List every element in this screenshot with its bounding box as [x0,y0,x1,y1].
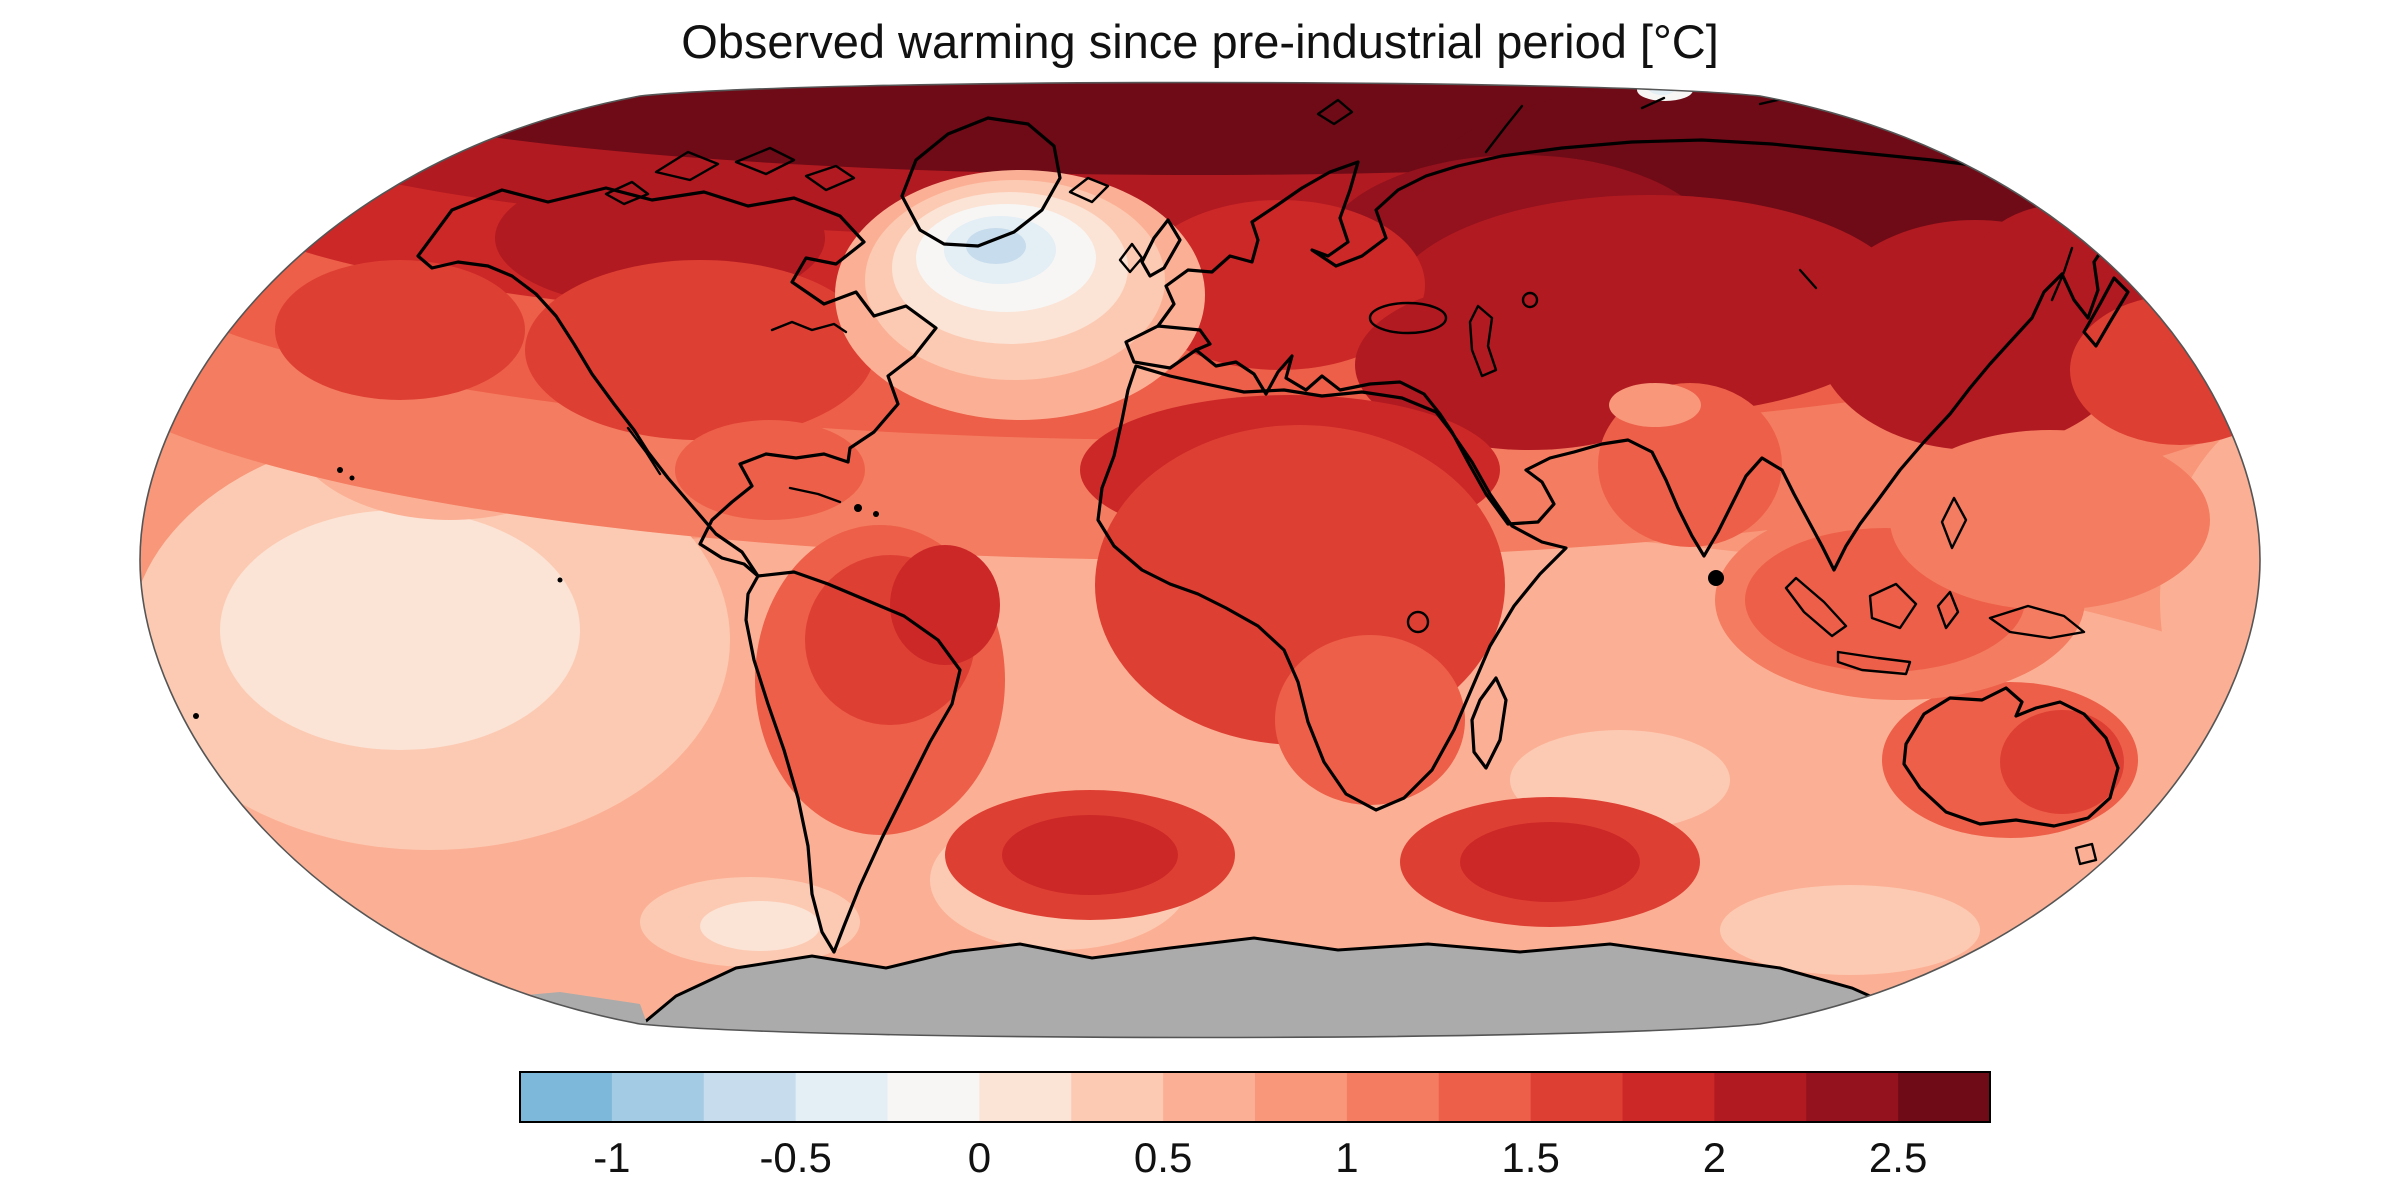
regional-warming-anomalies-shape [1275,635,1465,805]
great-lakes-outline [770,320,848,334]
coastlines [193,96,2297,954]
fiji-dot-1 [2279,697,2285,703]
colorbar-tick-label: -1 [593,1134,630,1181]
regional-warming-anomalies-shape [1609,383,1701,427]
coastline-sakhalin [2050,246,2074,302]
regional-warming-anomalies-shape [275,260,525,400]
zonal-warming-bands-shape [1720,885,1980,975]
black-sea-outline [1368,301,1448,335]
puerto-rico-dot [873,511,879,517]
arctic-island-4 [604,180,650,206]
colorbar-segment-15 [1898,1072,1991,1122]
regional-warming-anomalies-shape [1460,822,1640,902]
coastline-greenland [900,116,1062,248]
aral-sea-outline [1521,291,1539,309]
colorbar-tick-label: 2.5 [1869,1134,1927,1181]
colorbar-tick-label: 1.5 [1501,1134,1559,1181]
novaya-zemlya-outline [1484,104,1524,154]
coastline-sumatra [1784,576,1848,638]
coastline-eurasia-south [1194,194,2162,572]
colorbar-tick-label: 1 [1335,1134,1358,1181]
coastline-madagascar [1470,676,1508,770]
coastline-australia [1902,686,2120,828]
colorbar-segment-7 [1163,1072,1256,1122]
coastline-ireland [1118,242,1144,274]
colorbar: -1 -0.5 0 0.5 1 1.5 2 2.5 [519,1071,1991,1181]
caspian-sea-outline [1468,304,1498,378]
regional-warming-anomalies-shape [1890,430,2210,610]
coastline-java [1836,650,1912,676]
colorbar-segment-10 [1438,1072,1532,1122]
regional-warming-anomalies-shape [2000,710,2124,814]
coastline-japan [2082,276,2130,348]
hawaii-dot-2 [349,475,355,481]
hispaniola-dot [854,504,862,512]
arctic-island-2 [734,146,796,176]
coastline-uk [1140,218,1182,278]
regional-warming-anomalies-shape [525,260,875,440]
coastline-sulawesi [1936,590,1960,630]
north-atlantic-warming-hole-shape [966,228,1026,264]
regional-warming-anomalies-shape [890,545,1000,665]
colorbar-segment-2 [703,1072,797,1122]
coastline-south-america [744,570,962,954]
arctic-island-3 [804,164,856,192]
colorbar-segment-12 [1622,1072,1715,1122]
colorbar-tick-label: 2 [1703,1134,1726,1181]
coastline-new-zealand-north [2216,818,2244,852]
colorbar-segment-8 [1255,1072,1348,1122]
coastline-eurasia-north [1156,138,2162,328]
colorbar-segment-14 [1806,1072,1899,1122]
hawaii-dot-1 [337,467,343,473]
lake-baikal-outline [1798,268,1818,290]
colorbar-tick-label: 0 [968,1134,991,1181]
colorbar-segment-1 [611,1072,705,1122]
coastline-borneo [1868,582,1918,630]
coastline-tasmania [2074,842,2098,866]
colorbar-segment-11 [1530,1072,1624,1122]
coastline-north-america [416,186,938,578]
north-atlantic-warming-hole [835,82,1693,420]
coastline-new-guinea [1988,604,2086,640]
colorbar-segment-3 [795,1072,889,1122]
colorbar-segment-0 [520,1072,613,1122]
pacific-island-dot-1 [193,713,199,719]
colorbar-segment-13 [1714,1072,1807,1122]
coastline-philippines [1940,496,1968,550]
figure-title: Observed warming since pre-industrial pe… [681,15,1719,68]
colorbar-frame [519,1071,1991,1123]
colorbar-segment-4 [887,1072,980,1122]
coastline-iceland [1068,176,1110,204]
colorbar-tick-labels: -1 -0.5 0 0.5 1 1.5 2 2.5 [593,1134,1927,1181]
galapagos-dot [557,577,563,583]
zonal-warming-bands-shape [220,510,580,750]
svalbard-outline [1316,98,1354,126]
regional-warming-anomalies-shape [1135,200,1425,370]
regional-warming-anomalies-shape [675,420,865,520]
colorbar-segments [520,1072,1991,1122]
severnaya-zemlya-outline [1640,96,1666,110]
colorbar-tick-label: 0.5 [1134,1134,1192,1181]
fiji-dot-2 [2292,710,2297,715]
colorbar-segment-9 [1346,1072,1440,1122]
coastline-africa [1096,364,1568,812]
lake-victoria-outline [1406,610,1430,634]
colorbar-tick-label: -0.5 [759,1134,831,1181]
coastline-baja-california [626,426,662,476]
sri-lanka-dot [1708,570,1724,586]
cuba-outline [788,486,842,504]
regional-warming-anomalies-shape [1002,815,1178,895]
arctic-island-1 [654,150,720,182]
zonal-warming-bands-shape [700,901,820,951]
regional-warming-anomalies-shape [2070,295,2260,445]
colorbar-segment-5 [979,1072,1072,1122]
coastline-new-zealand-south [2202,852,2232,886]
coastline-iberia [1124,324,1212,370]
colorbar-segment-6 [1071,1072,1164,1122]
